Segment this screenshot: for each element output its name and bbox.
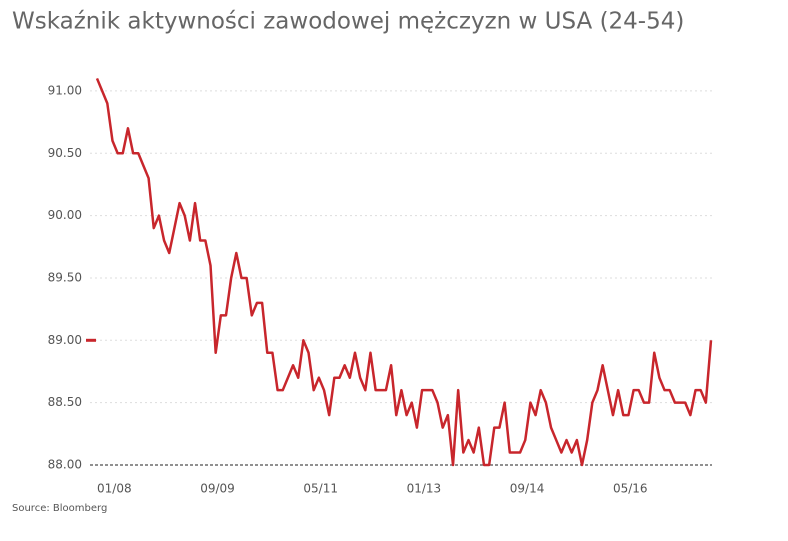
y-tick-label: 90.50 <box>48 146 82 160</box>
line <box>95 77 713 467</box>
y-tick-label: 88.50 <box>48 395 82 409</box>
x-tick-label: 01/08 <box>97 482 132 496</box>
x-tick-label: 09/14 <box>510 482 545 496</box>
x-tick-label: 05/16 <box>613 482 648 496</box>
chart-title: Wskaźnik aktywności zawodowej mężczyzn w… <box>12 9 684 35</box>
x-tick-label: 01/13 <box>407 482 442 496</box>
x-tick-label: 05/11 <box>303 482 338 496</box>
y-tick-label: 88.00 <box>48 458 82 472</box>
y-tick-label: 89.50 <box>48 270 82 284</box>
y-tick-label: 90.00 <box>48 208 82 222</box>
x-tick-label: 09/09 <box>200 482 235 496</box>
y-tick-label: 89.00 <box>48 333 82 347</box>
source: Source: Bloomberg <box>12 503 107 514</box>
y-tick-label: 91.00 <box>48 83 82 97</box>
